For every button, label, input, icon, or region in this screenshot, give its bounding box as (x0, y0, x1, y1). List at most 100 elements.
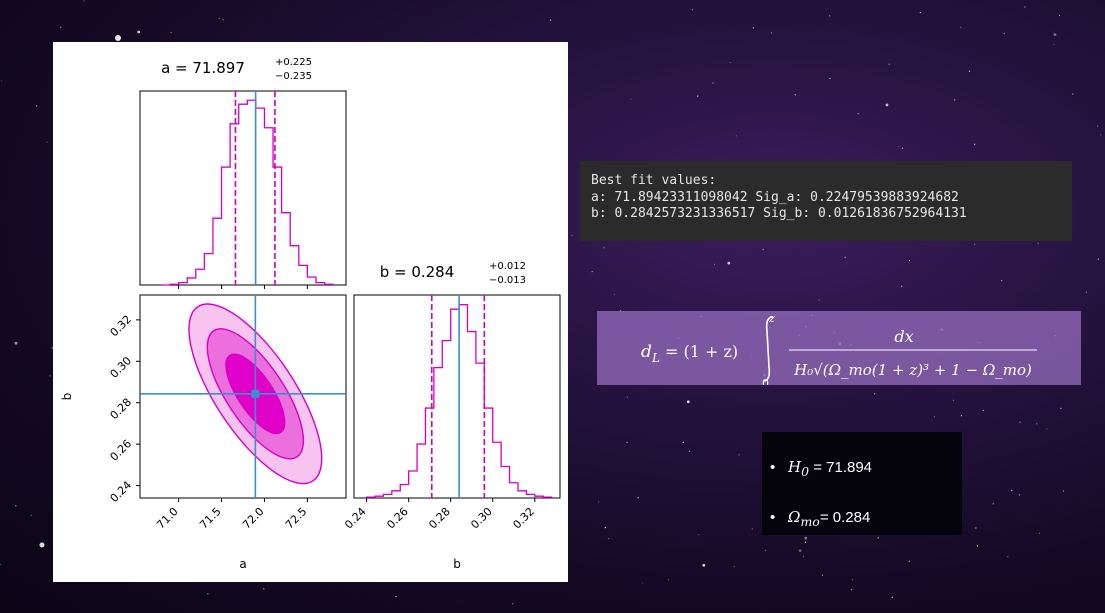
y-tick-label: 0.28 (108, 396, 135, 423)
star (968, 70, 971, 72)
star (1062, 490, 1065, 492)
panel-title-plus: +0.012 (489, 261, 526, 272)
star (637, 497, 639, 499)
y-tick-label: 0.26 (108, 437, 135, 464)
star (598, 501, 600, 503)
star (974, 243, 976, 245)
luminosity-distance-equation: d L = (1 + z) z 0 dx H₀√(Ω_mo(1 + z)³ + … (597, 311, 1081, 390)
x-tick-label: 71.0 (154, 505, 181, 532)
star (952, 399, 955, 401)
star (901, 285, 903, 287)
star (818, 299, 820, 301)
star (608, 538, 610, 540)
star (682, 441, 684, 443)
bright-star (115, 35, 121, 41)
star (908, 560, 910, 562)
corner-plot-svg: a = 71.897 +0.225 −0.235 71.0 71.5 72.0 72.5 a… (60, 57, 561, 571)
star (804, 536, 808, 540)
star (877, 537, 879, 539)
star (702, 563, 706, 567)
star (1085, 291, 1087, 293)
star (1072, 93, 1074, 95)
omega-symbol: Ω (788, 508, 801, 526)
star (14, 341, 18, 345)
star (714, 263, 716, 265)
fit-output-console: Best fit values: a: 71.89423311098042 Sig… (580, 161, 1072, 241)
x-tick-label: 0.26 (384, 505, 411, 532)
star (688, 450, 691, 452)
star (668, 579, 670, 581)
integral-lower-limit: 0 (762, 377, 769, 385)
x-tick-label: 0.28 (426, 505, 453, 532)
star (137, 30, 141, 34)
star (1001, 280, 1003, 282)
star (891, 596, 894, 598)
h0-symbol: H (788, 458, 802, 476)
results-panel: • H0 = 71.894 • Ωmo= 0.284 (762, 432, 962, 535)
star (765, 549, 767, 552)
star (613, 294, 616, 296)
star (1037, 242, 1039, 244)
y-tick-label: 0.24 (108, 479, 135, 506)
star (888, 63, 890, 65)
star (954, 99, 956, 101)
equation-svg: d L = (1 + z) z 0 dx H₀√(Ω_mo(1 + z)³ + … (641, 312, 1037, 390)
panel-title: a = 71.897 (161, 59, 245, 77)
histogram-a-panel: a = 71.897 +0.225 −0.235 (139, 57, 347, 289)
x-tick-label: 0.30 (468, 505, 495, 532)
star (908, 259, 911, 262)
h0-result: • H0 = 71.894 (770, 458, 872, 479)
panel-title: b = 0.284 (380, 263, 455, 281)
star (1097, 125, 1099, 127)
star (804, 541, 807, 543)
star (603, 247, 605, 249)
star (933, 416, 936, 418)
star (1011, 489, 1013, 492)
equation-numerator: dx (894, 327, 913, 346)
star (794, 94, 796, 96)
x-tick-label: 71.5 (197, 505, 224, 532)
star (829, 77, 831, 80)
omega-result: • Ωmo= 0.284 (770, 508, 870, 529)
star (960, 26, 962, 28)
star (626, 441, 628, 443)
star (691, 9, 694, 11)
star (901, 147, 904, 149)
x-tick-label: 0.32 (510, 505, 537, 532)
star (729, 62, 731, 64)
axes-frame (353, 294, 561, 499)
star (802, 555, 805, 558)
star (919, 12, 921, 14)
star (992, 503, 994, 505)
star (1019, 421, 1021, 423)
equation-lhs: d (641, 342, 652, 362)
fit-output-b: b: 0.2842573231336517 Sig_b: 0.012618367… (591, 206, 967, 221)
omega-value: = 0.284 (819, 509, 871, 526)
star (512, 603, 514, 605)
star (850, 589, 853, 591)
star (738, 454, 740, 456)
bullet-omega: • (770, 509, 776, 526)
star (686, 400, 690, 404)
star (1059, 14, 1061, 17)
star (1097, 258, 1099, 260)
star (46, 141, 48, 143)
star (851, 579, 854, 581)
star (604, 527, 606, 529)
star (844, 256, 846, 258)
star (1038, 532, 1041, 534)
star (770, 32, 772, 34)
star (727, 261, 731, 265)
histogram-step (161, 99, 334, 286)
star (733, 566, 735, 568)
panel-title-minus: −0.235 (275, 71, 312, 82)
star (36, 105, 38, 107)
star (395, 595, 397, 598)
contour-ab-panel: 71.0 71.5 72.0 72.5 a 0.24 0.26 0.28 0.30 0.32 b (60, 294, 347, 571)
star (207, 593, 209, 595)
star (874, 393, 876, 395)
h0-subscript: 0 (801, 464, 810, 479)
star (976, 545, 979, 547)
star (170, 31, 172, 34)
x-axis-label: a (239, 557, 246, 571)
